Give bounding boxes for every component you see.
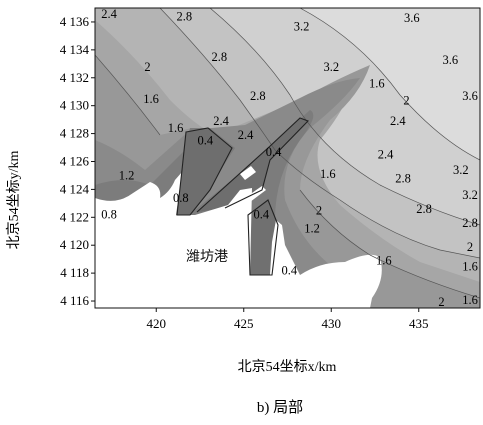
y-tick-label: 4 132	[60, 70, 89, 85]
contour-label: 2.4	[101, 7, 117, 21]
harbour-outlines	[176, 117, 309, 276]
land-breakwater-notch	[240, 166, 256, 180]
contour-label: 2.8	[462, 216, 478, 230]
y-tick-label: 4 122	[60, 209, 89, 224]
y-tick-label: 4 118	[60, 265, 89, 280]
contour-label: 2	[467, 240, 473, 254]
contour-label: 0.4	[266, 145, 282, 159]
x-axis-title: 北京54坐标x/km	[238, 359, 337, 375]
contour-label: 3.2	[453, 163, 469, 177]
contour-label: 0.8	[173, 191, 189, 205]
y-tick-label: 4 124	[60, 181, 90, 196]
y-tick-label: 4 126	[60, 153, 90, 168]
contour-label: 3.6	[442, 53, 458, 67]
contour-label: 2.8	[176, 10, 192, 24]
contour-lines	[95, 8, 480, 299]
contour-label: 0.4	[253, 208, 269, 222]
contour-label: 1.6	[320, 167, 336, 181]
x-tick-label: 435	[409, 316, 429, 331]
contour-label: 0.8	[101, 208, 117, 222]
contour-label: 2	[316, 204, 322, 218]
contour-label: 0.4	[197, 134, 213, 148]
contour-label: 1.6	[143, 92, 159, 106]
contour-label: 3.2	[323, 60, 339, 74]
y-tick-label: 4 134	[60, 42, 90, 57]
contour-label: 2.8	[250, 89, 266, 103]
x-tick-label: 420	[147, 316, 167, 331]
contour-label: 2.4	[378, 148, 394, 162]
figure-caption: b) 局部	[257, 399, 303, 416]
contour-label: 2.8	[416, 202, 432, 216]
contour-label: 1.6	[369, 77, 385, 91]
contour-label: 2.4	[213, 114, 229, 128]
plot-frame	[94, 7, 481, 309]
contour-label: 3.2	[462, 188, 478, 202]
contour-band-0-4-channel	[197, 118, 308, 212]
contour-label: 2.4	[238, 128, 254, 142]
x-tick-label: 425	[234, 316, 254, 331]
contour-label: 3.6	[462, 89, 478, 103]
contour-label: 2.8	[395, 171, 411, 185]
contour-label: 1.2	[304, 222, 320, 236]
y-tick-label: 4 130	[60, 98, 89, 113]
contour-label: 1.6	[168, 121, 184, 135]
contour-plot-area	[95, 8, 480, 308]
y-tick-label: 4 116	[60, 293, 89, 308]
contour-label: 3.2	[294, 19, 310, 33]
y-tick-label: 4 128	[60, 126, 89, 141]
contour-labels: 2.4 2.83.23.622.83.2 3.61.6 2.81.62 3.62.4 2.…	[101, 7, 478, 309]
contour-label: 2	[438, 295, 444, 309]
contour-label: 1.6	[376, 254, 392, 268]
contour-label: 2.8	[211, 50, 227, 64]
contour-label: 0.4	[281, 264, 297, 278]
x-tick-label: 430	[322, 316, 342, 331]
contour-label: 3.6	[404, 11, 420, 25]
place-label-weifang-port: 潍坊港	[186, 249, 228, 265]
contour-label: 2	[144, 60, 150, 74]
land-mainland	[95, 172, 382, 308]
contour-label: 1.6	[462, 293, 478, 307]
y-tick-label: 4 120	[60, 237, 89, 252]
contour-label: 1.2	[119, 169, 135, 183]
y-axis-title: 北京54坐标y/km	[6, 151, 22, 250]
contour-label: 1.6	[462, 259, 478, 273]
contour-label: 2	[403, 93, 409, 107]
y-tick-label: 4 136	[60, 14, 90, 29]
contour-band-0-4	[177, 128, 232, 215]
contour-label: 2.4	[390, 114, 406, 128]
contour-band-0-4-south	[248, 200, 278, 275]
